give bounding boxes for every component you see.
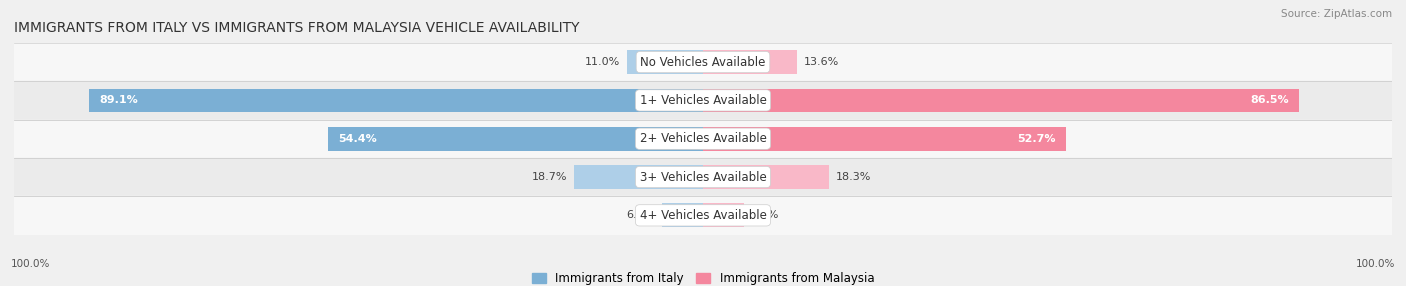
Text: 18.3%: 18.3% — [837, 172, 872, 182]
Text: 13.6%: 13.6% — [804, 57, 839, 67]
Text: 18.7%: 18.7% — [531, 172, 567, 182]
Text: 89.1%: 89.1% — [100, 96, 138, 105]
Bar — [14, 196, 1392, 235]
Text: Source: ZipAtlas.com: Source: ZipAtlas.com — [1281, 9, 1392, 19]
Text: 86.5%: 86.5% — [1250, 96, 1289, 105]
Text: No Vehicles Available: No Vehicles Available — [640, 55, 766, 69]
Bar — [328, 127, 703, 151]
Text: 100.0%: 100.0% — [11, 259, 51, 269]
Bar — [627, 50, 703, 74]
Text: 4+ Vehicles Available: 4+ Vehicles Available — [640, 209, 766, 222]
Text: 52.7%: 52.7% — [1017, 134, 1056, 144]
Text: 3+ Vehicles Available: 3+ Vehicles Available — [640, 170, 766, 184]
Bar — [703, 50, 797, 74]
Bar — [574, 165, 703, 189]
Text: 2+ Vehicles Available: 2+ Vehicles Available — [640, 132, 766, 145]
Bar — [703, 165, 830, 189]
Text: 11.0%: 11.0% — [585, 57, 620, 67]
Bar — [703, 88, 1299, 112]
Bar — [14, 43, 1392, 81]
Text: 1+ Vehicles Available: 1+ Vehicles Available — [640, 94, 766, 107]
Text: 100.0%: 100.0% — [1355, 259, 1395, 269]
Bar — [662, 203, 703, 227]
Text: 6.0%: 6.0% — [627, 210, 655, 220]
Bar — [703, 127, 1066, 151]
Legend: Immigrants from Italy, Immigrants from Malaysia: Immigrants from Italy, Immigrants from M… — [527, 267, 879, 286]
Text: 54.4%: 54.4% — [339, 134, 377, 144]
Bar — [89, 88, 703, 112]
Bar — [14, 120, 1392, 158]
Text: 5.9%: 5.9% — [751, 210, 779, 220]
Bar — [703, 203, 744, 227]
Bar — [14, 158, 1392, 196]
Bar — [14, 81, 1392, 120]
Text: IMMIGRANTS FROM ITALY VS IMMIGRANTS FROM MALAYSIA VEHICLE AVAILABILITY: IMMIGRANTS FROM ITALY VS IMMIGRANTS FROM… — [14, 21, 579, 35]
